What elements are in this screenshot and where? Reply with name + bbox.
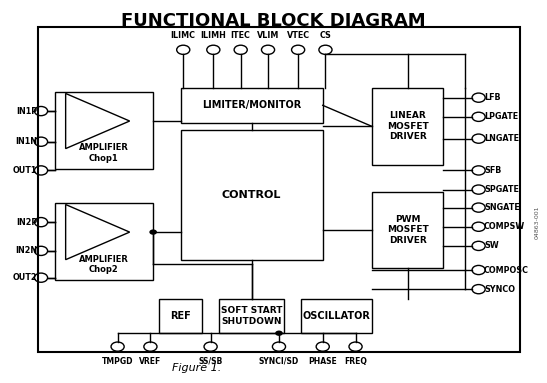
Text: OUT1: OUT1 (13, 166, 37, 175)
Text: PWM
MOSFET
DRIVER: PWM MOSFET DRIVER (387, 215, 428, 245)
Text: SS/SB: SS/SB (199, 357, 223, 366)
FancyBboxPatch shape (181, 88, 323, 123)
Text: ILIMC: ILIMC (171, 31, 196, 40)
Text: SW: SW (484, 241, 499, 250)
Text: IN1P: IN1P (16, 106, 37, 116)
Text: TMPGD: TMPGD (102, 357, 133, 366)
Text: FREQ: FREQ (344, 357, 367, 366)
Text: IN1N: IN1N (15, 137, 37, 146)
Text: CS: CS (319, 31, 331, 40)
FancyBboxPatch shape (372, 88, 443, 165)
Text: 04863-001: 04863-001 (534, 205, 540, 239)
Text: REF: REF (170, 311, 191, 321)
Text: ILIMH: ILIMH (200, 31, 226, 40)
FancyBboxPatch shape (55, 203, 153, 280)
FancyBboxPatch shape (219, 299, 284, 333)
Circle shape (149, 229, 157, 235)
Text: Figure 1.: Figure 1. (172, 363, 222, 373)
FancyBboxPatch shape (38, 27, 520, 352)
Text: SOFT START
SHUTDOWN: SOFT START SHUTDOWN (221, 306, 282, 326)
FancyBboxPatch shape (55, 92, 153, 169)
Text: LIMITER/MONITOR: LIMITER/MONITOR (202, 100, 301, 110)
Text: AMPLIFIER
Chop1: AMPLIFIER Chop1 (79, 144, 129, 163)
Text: AMPLIFIER
Chop2: AMPLIFIER Chop2 (79, 255, 129, 274)
Text: COMPSW: COMPSW (484, 222, 525, 231)
Text: SNGATE: SNGATE (484, 203, 520, 212)
Text: LNGATE: LNGATE (484, 134, 519, 143)
Text: OUT2: OUT2 (13, 273, 37, 282)
Text: VLIM: VLIM (257, 31, 279, 40)
Text: LFB: LFB (484, 93, 501, 102)
FancyBboxPatch shape (301, 299, 372, 333)
Text: OSCILLATOR: OSCILLATOR (302, 311, 370, 321)
Text: ITEC: ITEC (231, 31, 251, 40)
Text: LPGATE: LPGATE (484, 112, 518, 121)
Text: SYNCI/SD: SYNCI/SD (259, 357, 299, 366)
Text: SPGATE: SPGATE (484, 185, 519, 194)
Circle shape (275, 331, 283, 336)
Text: IN2P: IN2P (16, 218, 37, 227)
Text: LINEAR
MOSFET
DRIVER: LINEAR MOSFET DRIVER (387, 111, 428, 141)
Text: SFB: SFB (484, 166, 502, 175)
Text: FUNCTIONAL BLOCK DIAGRAM: FUNCTIONAL BLOCK DIAGRAM (121, 12, 426, 30)
Text: VTEC: VTEC (287, 31, 310, 40)
Text: SYNCO: SYNCO (484, 285, 515, 294)
FancyBboxPatch shape (159, 299, 202, 333)
Text: PHASE: PHASE (309, 357, 337, 366)
Text: VREF: VREF (139, 357, 161, 366)
FancyBboxPatch shape (372, 192, 443, 268)
Text: CONTROL: CONTROL (222, 190, 281, 200)
Text: IN2N: IN2N (15, 246, 37, 255)
Text: COMPOSC: COMPOSC (484, 265, 529, 275)
FancyBboxPatch shape (181, 130, 323, 260)
